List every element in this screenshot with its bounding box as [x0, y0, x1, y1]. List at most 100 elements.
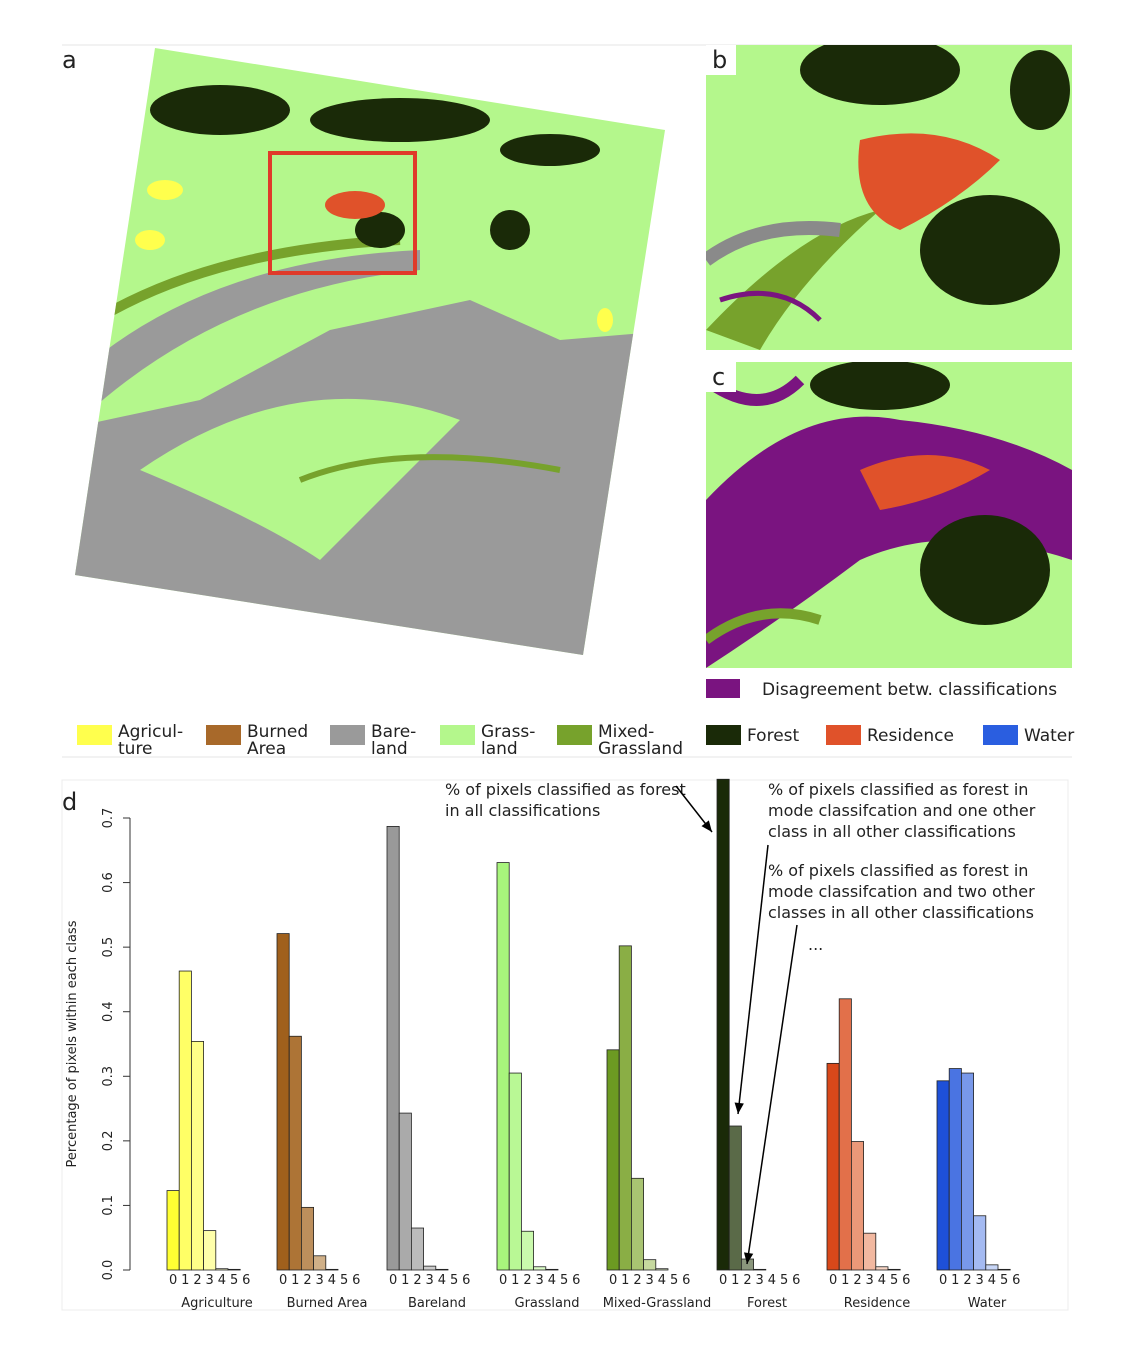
- x-tick-label: 5: [890, 1273, 898, 1288]
- x-tick-label: 5: [670, 1273, 678, 1288]
- x-tick-label: 3: [206, 1273, 214, 1288]
- x-tick-label: 2: [413, 1273, 421, 1288]
- bar: [838, 998, 852, 1271]
- x-tick-label: 2: [523, 1273, 531, 1288]
- x-tick-label: 0: [939, 1273, 947, 1288]
- bar: [851, 1141, 865, 1271]
- legend-label: Grass-: [481, 722, 535, 742]
- bar: [875, 1266, 889, 1271]
- bar: [887, 1268, 901, 1271]
- bar: [398, 1112, 412, 1271]
- legend-swatch: [206, 725, 241, 745]
- x-tick-label: 0: [169, 1273, 177, 1288]
- bar: [618, 945, 632, 1271]
- x-tick-label: 4: [548, 1273, 556, 1288]
- bar: [386, 825, 400, 1271]
- panel-label: b: [712, 46, 727, 74]
- bar: [227, 1268, 241, 1271]
- legend-label: ture: [118, 739, 153, 759]
- x-tick-label: 3: [756, 1273, 764, 1288]
- x-tick-label: 4: [328, 1273, 336, 1288]
- x-tick-label: 5: [780, 1273, 788, 1288]
- x-tick-label: 1: [841, 1273, 849, 1288]
- x-tick-label: 0: [829, 1273, 837, 1288]
- bar: [521, 1230, 535, 1271]
- x-tick-label: 0: [609, 1273, 617, 1288]
- legend-label: Burned: [247, 722, 308, 742]
- x-tick-label: 4: [658, 1273, 666, 1288]
- zoom-box: [268, 151, 417, 275]
- bar: [631, 1177, 645, 1271]
- bar: [435, 1268, 449, 1271]
- annotation: % of pixels classified as forest in: [768, 861, 1028, 880]
- map-b: [706, 45, 1072, 350]
- bar: [508, 1072, 522, 1271]
- x-tick-label: 2: [853, 1273, 861, 1288]
- x-tick-label: 3: [426, 1273, 434, 1288]
- y-tick-label: 0.2: [101, 1131, 116, 1152]
- bar: [423, 1265, 437, 1271]
- panel-label: d: [62, 788, 77, 816]
- x-tick-label: 1: [621, 1273, 629, 1288]
- bar: [985, 1264, 999, 1271]
- legend-label: Disagreement betw. classifications: [762, 680, 1057, 700]
- bar: [973, 1215, 987, 1271]
- y-tick-label: 0.3: [101, 1066, 116, 1087]
- legend-swatch: [706, 679, 740, 698]
- x-tick-label: 0: [719, 1273, 727, 1288]
- bar: [203, 1230, 217, 1271]
- legend-label: Forest: [747, 726, 800, 746]
- x-tick-label: 2: [633, 1273, 641, 1288]
- annotation: in all classifications: [445, 801, 600, 820]
- legend-swatch: [706, 725, 741, 745]
- bar: [863, 1232, 877, 1271]
- annotation: mode classifcation and two other: [768, 882, 1035, 901]
- x-tick-label: 6: [902, 1273, 910, 1288]
- x-tick-label: 5: [560, 1273, 568, 1288]
- x-tick-label: 6: [242, 1273, 250, 1288]
- annotation: ...: [808, 935, 823, 954]
- bar: [997, 1268, 1011, 1271]
- legend-swatch: [440, 725, 475, 745]
- legend-label: Area: [247, 739, 286, 759]
- legend-label: Mixed-: [598, 722, 654, 742]
- x-tick-label: 3: [316, 1273, 324, 1288]
- group-label: Forest: [747, 1296, 787, 1311]
- x-tick-label: 5: [230, 1273, 238, 1288]
- bar: [728, 1125, 742, 1271]
- x-tick-label: 6: [352, 1273, 360, 1288]
- x-tick-label: 0: [499, 1273, 507, 1288]
- annotation: classes in all other classifications: [768, 903, 1034, 922]
- y-tick-label: 0.5: [101, 937, 116, 958]
- annotation-arrow: [746, 924, 798, 1265]
- x-tick-label: 6: [1012, 1273, 1020, 1288]
- x-tick-label: 6: [682, 1273, 690, 1288]
- x-tick-label: 1: [951, 1273, 959, 1288]
- x-tick-label: 1: [401, 1273, 409, 1288]
- group-label: Bareland: [408, 1296, 466, 1311]
- bar: [545, 1268, 559, 1271]
- bar: [948, 1068, 962, 1271]
- x-tick-label: 2: [303, 1273, 311, 1288]
- arrow-head: [743, 1252, 754, 1264]
- legend-swatch: [77, 725, 112, 745]
- group-label: Burned Area: [287, 1296, 368, 1311]
- y-tick-label: 0.6: [101, 872, 116, 893]
- legend-label: Bare-: [371, 722, 416, 742]
- legend-label: Grassland: [598, 739, 683, 759]
- legend-swatch: [826, 725, 861, 745]
- x-tick-label: 2: [743, 1273, 751, 1288]
- bar: [533, 1266, 547, 1271]
- legend-label: land: [481, 739, 518, 759]
- legend-label: Water: [1024, 726, 1074, 746]
- map-c: [706, 362, 1072, 668]
- bar: [178, 970, 192, 1271]
- legend-swatch: [557, 725, 592, 745]
- x-tick-label: 4: [218, 1273, 226, 1288]
- x-tick-label: 1: [731, 1273, 739, 1288]
- group-label: Residence: [844, 1296, 910, 1311]
- annotation: % of pixels classified as forest: [445, 780, 686, 799]
- x-tick-label: 2: [193, 1273, 201, 1288]
- bar: [496, 862, 510, 1271]
- panel-labels: a b c d: [62, 45, 736, 816]
